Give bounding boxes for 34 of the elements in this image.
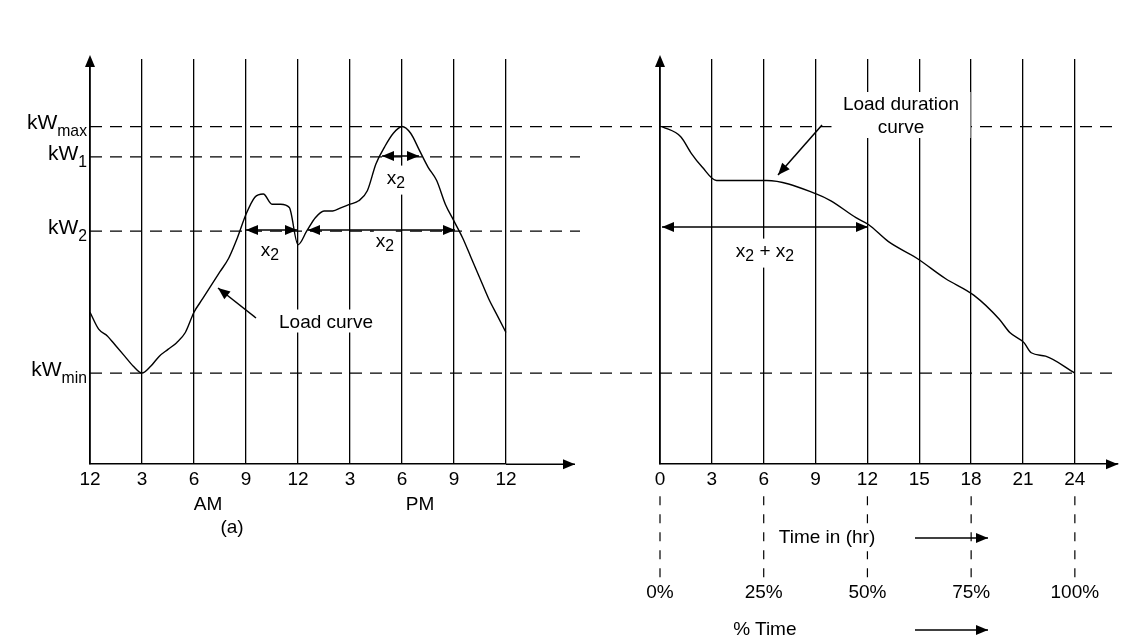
annotation: x$_{2}$ + x$_{2}$	[733, 238, 797, 268]
text: (a)	[218, 514, 246, 538]
x-tick-label: 0	[654, 467, 666, 489]
x2-tick-label: 0%	[646, 581, 674, 603]
annotation: x$_{2}$	[373, 228, 397, 258]
annotation: x$_{2}$	[384, 165, 408, 195]
x-tick-label: 6	[188, 467, 200, 489]
x-tick-label: 21	[1012, 467, 1034, 489]
x2-tick-label: 75%	[952, 581, 991, 603]
x-tick-label: 9	[448, 467, 460, 489]
x-tick-label: 12	[79, 467, 101, 489]
text: AM	[191, 491, 225, 515]
x-tick-label: 3	[136, 467, 148, 489]
x2-tick-label: 100%	[1050, 581, 1100, 603]
x2-axis-title: % Time	[733, 618, 797, 640]
x-axis-title: Time in (hr)	[778, 526, 876, 548]
x-tick-label: 6	[758, 467, 769, 489]
x2-tick-label: 50%	[848, 581, 887, 603]
x-tick-label: 18	[960, 467, 982, 489]
x-tick-label: 3	[706, 467, 718, 489]
x-tick-label: 15	[908, 467, 930, 489]
x-tick-label: 6	[396, 467, 408, 489]
x-tick-label: 9	[240, 467, 252, 489]
annotation: Load duration curve	[831, 92, 971, 138]
annotation: x$_{2}$	[258, 237, 282, 267]
x-tick-label: 24	[1064, 467, 1086, 489]
x-tick-label: 9	[810, 467, 821, 489]
x-tick-label: 12	[495, 467, 517, 489]
x-tick-label: 12	[287, 467, 309, 489]
x2-tick-label: 25%	[744, 581, 783, 603]
x-tick-label: 3	[344, 467, 356, 489]
annotation: Load curve	[276, 309, 376, 333]
text: PM	[403, 491, 437, 515]
x-tick-label: 12	[856, 467, 878, 489]
